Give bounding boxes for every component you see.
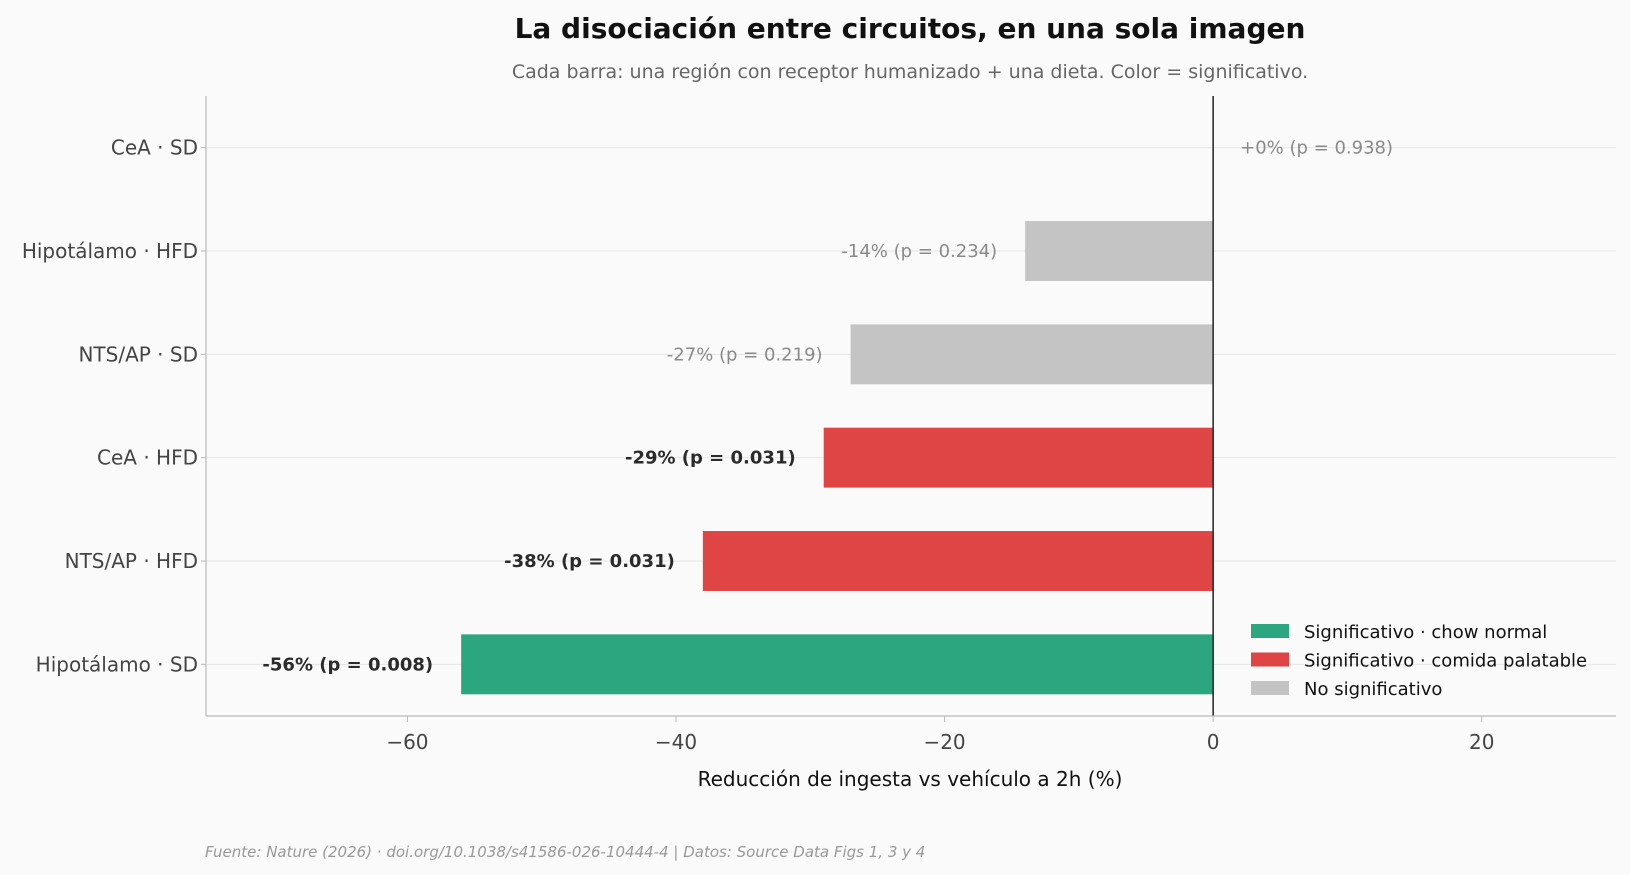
chart-subtitle: Cada barra: una región con receptor huma… [512, 61, 1308, 83]
y-tick-label: NTS/AP · HFD [65, 549, 198, 573]
legend-swatch [1251, 652, 1289, 667]
legend-label: Significativo · comida palatable [1304, 651, 1587, 672]
legend-label: No significativo [1304, 679, 1442, 700]
y-tick-label: Hipotálamo · SD [36, 652, 198, 676]
data-label: +0% (p = 0.938) [1240, 138, 1393, 159]
x-tick-label: −20 [923, 730, 965, 754]
chart-title: La disociación entre circuitos, en una s… [515, 12, 1306, 45]
data-label: -38% (p = 0.031) [504, 551, 675, 572]
bars [461, 221, 1214, 695]
legend: Significativo · chow normal Significativo… [1251, 622, 1587, 700]
bar [850, 324, 1214, 385]
y-tick-label: CeA · HFD [97, 446, 198, 470]
legend-swatch [1251, 681, 1289, 695]
x-tick-label: 20 [1469, 730, 1494, 754]
data-labels: +0% (p = 0.938) -14% (p = 0.234) -27% (p =… [262, 138, 1393, 676]
bar [1025, 221, 1214, 281]
data-label: -27% (p = 0.219) [667, 344, 823, 365]
bar [823, 427, 1214, 488]
x-tick-label: −60 [386, 730, 428, 754]
data-label: -29% (p = 0.031) [625, 448, 796, 469]
legend-label: Significativo · chow normal [1304, 622, 1547, 643]
x-tick-labels: −60 −40 −20 0 20 [386, 730, 1494, 754]
data-label: -14% (p = 0.234) [841, 241, 997, 262]
legend-swatch [1251, 624, 1289, 638]
y-tick-label: NTS/AP · SD [78, 342, 198, 366]
y-tick-labels: CeA · SD Hipotálamo · HFD NTS/AP · SD CeA ·… [22, 136, 198, 677]
x-tick-label: −40 [655, 730, 697, 754]
x-axis-label: Reducción de ingesta vs vehículo a 2h (%… [698, 767, 1123, 791]
y-tick-label: CeA · SD [111, 136, 198, 160]
source-note: Fuente: Nature (2026) · doi.org/10.1038/… [205, 843, 925, 861]
y-tick-label: Hipotálamo · HFD [22, 239, 198, 263]
bar [702, 531, 1214, 591]
data-label: -56% (p = 0.008) [262, 654, 433, 675]
x-tick-label: 0 [1207, 730, 1220, 754]
bar [461, 634, 1214, 695]
axes [201, 96, 1616, 722]
